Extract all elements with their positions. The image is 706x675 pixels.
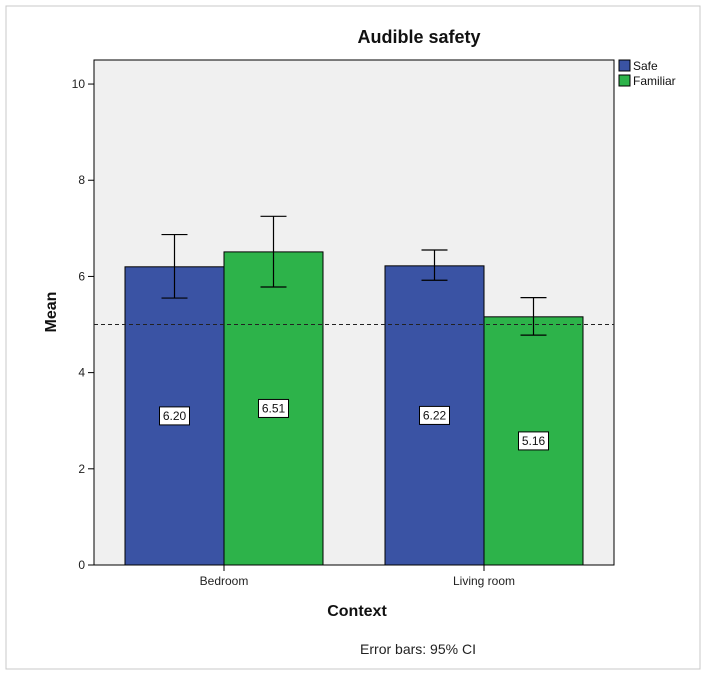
data-label-box [419, 405, 450, 425]
data-label-box [258, 398, 289, 418]
error-bars-note: Error bars: 95% CI [360, 641, 476, 657]
chart-title: Audible safety [357, 27, 480, 47]
x-axis-label: Context [327, 603, 387, 620]
data-label-box [518, 431, 549, 451]
x-axis-ticks: Bedroom Living room [200, 565, 515, 588]
x-tick-label: Bedroom [200, 574, 249, 588]
error-bars-group [161, 215, 547, 336]
x-tick-label: Living room [453, 574, 515, 588]
data-labels-group: 6.20 6.51 6.22 5.16 [159, 398, 549, 451]
data-label: 6.22 [423, 408, 447, 422]
y-tick-label: 0 [78, 558, 85, 572]
data-label: 5.16 [522, 434, 546, 448]
y-axis-ticks: 0 2 4 6 8 10 [72, 77, 94, 572]
legend-label-familiar: Familiar [633, 74, 676, 88]
legend-swatch-familiar [618, 74, 631, 87]
legend-swatch-safe [618, 59, 631, 72]
data-label-box [159, 406, 190, 426]
y-axis-label: Mean [43, 292, 60, 333]
data-label: 6.51 [262, 401, 286, 415]
y-tick-label: 2 [78, 462, 85, 476]
y-tick-label: 6 [78, 269, 85, 283]
data-label: 6.20 [163, 409, 187, 423]
y-tick-label: 10 [72, 77, 86, 91]
y-tick-label: 4 [78, 366, 85, 380]
legend-label-safe: Safe [633, 59, 658, 73]
y-tick-label: 8 [78, 173, 85, 187]
